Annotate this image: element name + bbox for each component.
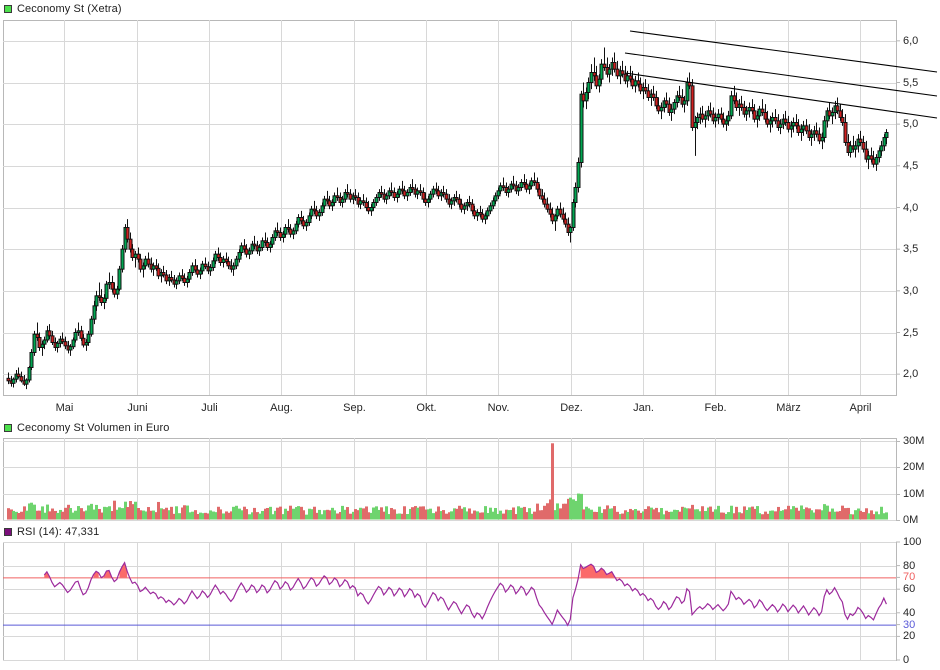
rsi-y-tick: 80 [903,559,916,572]
rsi-plot[interactable] [0,540,940,668]
rsi-y-tick: 20 [903,630,916,643]
volume-y-tick: 30M [903,434,925,447]
price-y-tick: 3,0 [903,284,919,297]
rsi-panel: RSI (14): 47,331 100 80 70 60 40 30 20 0 [0,524,940,670]
price-x-tick: März [776,402,801,414]
price-x-tick: Feb. [704,402,727,414]
rsi-panel-title: RSI (14): 47,331 [4,526,99,538]
volume-y-tick: 0M [903,514,919,526]
price-x-tick: Mai [55,402,74,414]
price-y-tick: 3,5 [903,243,919,256]
price-y-tick: 5,0 [903,118,919,131]
price-panel-title: Ceconomy St (Xetra) [4,3,122,15]
price-panel: Ceconomy St (Xetra) 6,0 5,5 5,0 4,5 4,0 3,5 3,… [0,3,940,415]
price-y-tick: 6,0 [903,34,919,47]
price-y-tick: 4,5 [903,159,919,172]
rsi-y-tick: 40 [903,606,916,619]
price-plot[interactable] [0,15,940,415]
rsi-y-tick: 60 [903,583,916,596]
volume-legend-swatch-icon [4,424,12,432]
price-x-tick: Dez. [560,402,583,414]
price-legend-swatch-icon [4,5,12,13]
price-x-tick: April [849,402,872,414]
volume-plot[interactable] [0,436,940,522]
price-y-tick: 2,0 [903,368,919,381]
price-x-tick: Nov. [487,402,510,414]
volume-y-tick: 10M [903,487,925,500]
price-y-tick: 5,5 [903,76,919,89]
price-x-tick: Juli [201,402,218,414]
price-x-tick: Sep. [343,402,366,414]
price-y-tick: 2,5 [903,326,919,339]
rsi-legend-swatch-icon [4,528,12,536]
price-x-tick: Jan. [633,402,654,414]
rsi-y-tick: 100 [903,536,922,548]
price-x-tick: Aug. [270,402,293,414]
price-x-tick: Juni [127,402,148,414]
volume-title-text: Ceconomy St Volumen in Euro [17,422,170,434]
volume-y-tick: 20M [903,461,925,474]
rsi-y-tick: 0 [903,654,910,666]
price-y-tick: 4,0 [903,201,919,214]
volume-panel: Ceconomy St Volumen in Euro 30M 20M 10M 0M [0,420,940,526]
rsi-title-text: RSI (14): 47,331 [17,526,100,538]
rsi-y-tick: 30 [903,618,916,631]
price-title-text: Ceconomy St (Xetra) [17,3,122,15]
rsi-y-tick: 70 [903,571,916,584]
price-x-tick: Okt. [416,402,437,414]
volume-panel-title: Ceconomy St Volumen in Euro [4,422,170,434]
